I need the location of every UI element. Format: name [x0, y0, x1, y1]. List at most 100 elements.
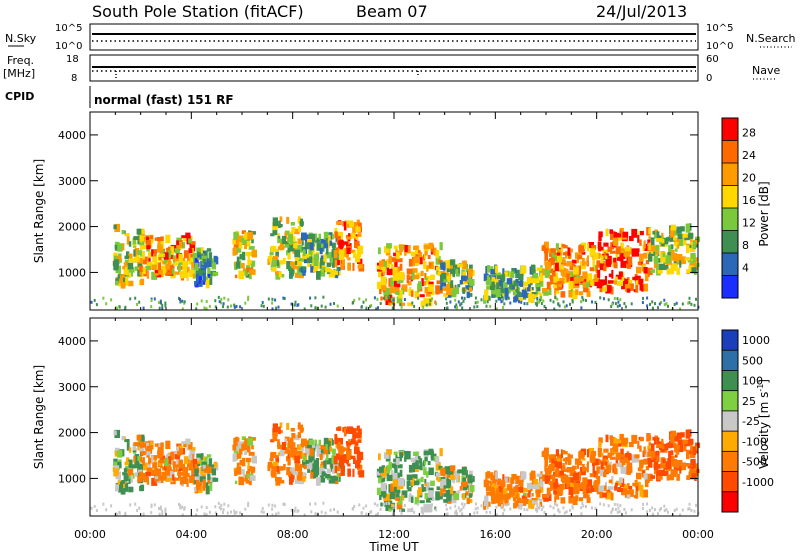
- echo-cell: [423, 450, 430, 456]
- ground-scatter-cell: [646, 510, 649, 514]
- echo-cell: [459, 486, 463, 491]
- echo-cell: [644, 449, 648, 457]
- ground-scatter-cell: [563, 511, 566, 515]
- ground-scatter-cell: [110, 504, 113, 508]
- echo-cell: [145, 266, 151, 271]
- echo-cell: [603, 471, 607, 478]
- echo-cell: [233, 231, 238, 240]
- echo-cell: [639, 281, 643, 291]
- station-title: South Pole Station (fitACF): [92, 2, 304, 21]
- echo-cell: [151, 249, 157, 254]
- echo-cell: [124, 461, 130, 466]
- echo-cell: [319, 269, 326, 277]
- ground-scatter-cell: [536, 503, 539, 507]
- echo-cell: [567, 247, 571, 256]
- echo-cell: [353, 428, 357, 434]
- echo-cell: [594, 485, 600, 492]
- ground-scatter-cell: [507, 502, 510, 506]
- ground-scatter-cell: [369, 304, 372, 308]
- ground-scatter-cell: [501, 504, 503, 508]
- echo-cell: [664, 264, 669, 271]
- echo-cell: [522, 498, 527, 504]
- y-tick-label: 2000: [58, 427, 86, 440]
- echo-cell: [497, 275, 500, 281]
- echo-cell: [323, 460, 327, 468]
- echo-cell: [539, 502, 543, 507]
- freq-panel: [89, 54, 699, 82]
- ground-scatter-cell: [283, 297, 286, 300]
- ground-scatter-cell: [365, 504, 368, 508]
- echo-cell: [586, 282, 590, 288]
- ground-scatter-cell: [239, 511, 242, 515]
- echo-cell: [173, 258, 179, 262]
- echo-cell: [379, 466, 384, 474]
- echo-cell: [169, 254, 174, 259]
- echo-cell: [617, 487, 623, 493]
- echo-cell: [123, 473, 129, 481]
- echo-cell: [183, 250, 189, 259]
- echo-cell: [310, 264, 315, 273]
- ground-scatter-cell: [105, 508, 108, 512]
- ground-scatter-cell: [693, 303, 696, 307]
- echo-cell: [626, 277, 630, 284]
- y-tick-label: 4000: [58, 335, 86, 348]
- echo-cell: [246, 240, 251, 247]
- ground-scatter-cell: [400, 305, 403, 309]
- echo-cell: [536, 267, 542, 271]
- ground-scatter-cell: [376, 503, 379, 507]
- echo-cell: [396, 296, 403, 304]
- echo-cell: [413, 462, 419, 469]
- nsky-tick-bottom: 10^0: [55, 41, 82, 52]
- echo-cell: [537, 289, 541, 295]
- ground-scatter-cell: [540, 302, 543, 305]
- echo-cell: [488, 501, 491, 507]
- echo-cell: [682, 439, 688, 444]
- echo-cell: [352, 262, 355, 271]
- echo-cell: [279, 479, 285, 484]
- echo-cell: [495, 471, 498, 480]
- echo-cell: [492, 498, 496, 504]
- echo-cell: [639, 278, 644, 284]
- echo-cell: [675, 469, 678, 474]
- echo-cell: [137, 269, 142, 277]
- ground-scatter-cell: [613, 502, 616, 506]
- echo-cell: [179, 242, 183, 248]
- echo-cell: [427, 461, 431, 465]
- echo-cell: [160, 444, 164, 454]
- ground-scatter-cell: [159, 299, 162, 303]
- echo-cell: [289, 270, 293, 279]
- echo-cell: [140, 484, 145, 492]
- echo-cell: [114, 429, 120, 438]
- echo-cell: [378, 453, 381, 461]
- ground-scatter-cell: [663, 509, 666, 513]
- echo-cell: [383, 246, 390, 253]
- echo-cell: [572, 496, 578, 505]
- ground-scatter-cell: [495, 299, 498, 303]
- ground-scatter-cell: [658, 508, 661, 512]
- echo-cell: [603, 458, 606, 465]
- echo-cell: [123, 262, 128, 267]
- echo-cell: [128, 447, 132, 453]
- ground-scatter-cell: [322, 501, 325, 505]
- nsky-label: N.Sky: [5, 32, 37, 45]
- ground-scatter-cell: [118, 511, 121, 515]
- echo-cell: [634, 454, 639, 463]
- echo-cell: [213, 255, 218, 262]
- ground-scatter-cell: [489, 510, 492, 514]
- echo-cell: [148, 457, 152, 464]
- echo-cell: [126, 236, 130, 245]
- echo-cell: [642, 470, 645, 474]
- echo-cell: [323, 243, 328, 249]
- echo-cell: [689, 449, 696, 458]
- echo-cell: [338, 248, 345, 255]
- ground-scatter-cell: [520, 506, 523, 510]
- echo-cell: [113, 261, 119, 271]
- ground-scatter-cell: [651, 512, 654, 516]
- ground-scatter-cell: [375, 307, 378, 311]
- ground-scatter-cell: [282, 502, 285, 506]
- echo-cell: [235, 261, 240, 269]
- ground-scatter-cell: [159, 505, 162, 509]
- echo-cell: [412, 268, 418, 273]
- echo-cell: [491, 483, 496, 487]
- ground-scatter-cell: [673, 303, 676, 306]
